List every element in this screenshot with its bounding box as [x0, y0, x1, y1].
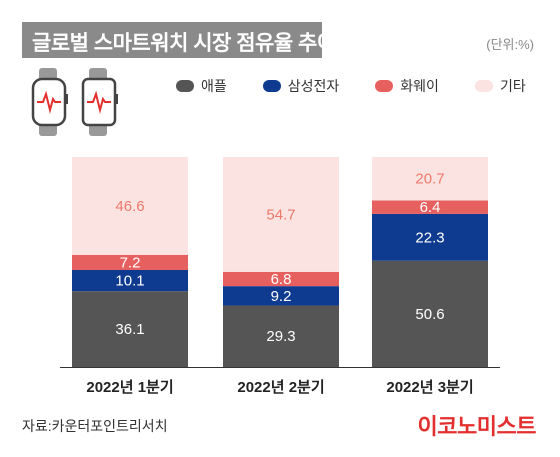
data-label: 10.1: [115, 273, 144, 290]
legend-item: 애플: [176, 76, 227, 96]
bar-segment: [372, 200, 488, 214]
bar-segment: [223, 271, 339, 287]
data-label: 29.3: [266, 328, 295, 345]
bar-segment: [223, 305, 339, 367]
legend-item: 삼성전자: [262, 76, 340, 96]
category-label: 2022년 1분기: [86, 379, 173, 396]
category-label: 2022년 3분기: [386, 379, 473, 396]
bar-segment: [372, 260, 488, 367]
source-note: 자료:카운터포인트리서치: [22, 418, 168, 434]
smartwatch-icon: [81, 68, 118, 136]
smartwatch-icon: [31, 68, 68, 136]
bar-segment: [72, 254, 188, 270]
bar-segment: [372, 157, 488, 201]
unit-label: (단위:%): [486, 37, 534, 52]
stacked-bar-chart: 36.1 10.1 7.2 46.6 2022년 1분기 29.3 9.26.8 54.7 20…: [60, 157, 500, 396]
legend: 애플 삼성전자 화웨이 기타: [176, 76, 526, 96]
legend-label: 화웨이: [400, 78, 439, 94]
bar-segment: [223, 286, 339, 306]
bar-segment: [223, 157, 339, 272]
smartwatch-illustration: [31, 68, 118, 136]
legend-label: 기타: [499, 78, 526, 94]
legend-item: 기타: [474, 76, 526, 96]
chart-title: 글로벌 스마트워치 시장 점유율 추이: [32, 32, 336, 55]
data-label: 54.7: [266, 206, 295, 223]
legend-swatch: [262, 80, 281, 92]
legend-swatch: [176, 80, 194, 92]
legend-label: 삼성전자: [287, 78, 340, 94]
bar-segment: [72, 157, 188, 255]
legend-swatch: [375, 80, 394, 92]
data-label: 7.2: [120, 254, 141, 271]
data-label: 6.4: [420, 199, 441, 216]
title-background: [22, 22, 322, 58]
legend-swatch: [474, 80, 493, 92]
legend-label: 애플: [201, 78, 227, 94]
brand-logo: 이코노미스트: [417, 414, 537, 439]
bar-segment: [372, 213, 488, 261]
data-label: 50.6: [415, 306, 444, 323]
data-label: 20.7: [415, 171, 444, 188]
data-label: 22.3: [415, 229, 444, 246]
data-label: 46.6: [115, 198, 144, 215]
bar-segment: [72, 291, 188, 367]
data-label: 6.8: [271, 271, 292, 288]
data-label: 9.2: [271, 288, 292, 305]
data-label: 36.1: [115, 321, 144, 338]
legend-item: 화웨이: [375, 76, 439, 96]
bar-segment: [72, 269, 188, 292]
category-label: 2022년 2분기: [237, 379, 324, 396]
